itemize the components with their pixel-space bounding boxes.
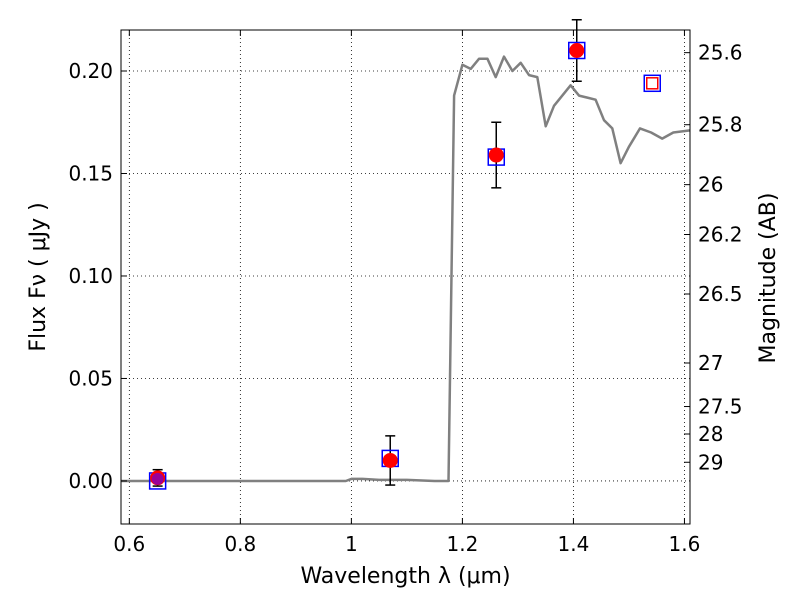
y2-tick-label: 26 bbox=[698, 173, 723, 197]
plot-frame bbox=[120, 29, 691, 525]
y2-tick-label: 27 bbox=[698, 351, 723, 375]
y-tick-label: 0.15 bbox=[68, 161, 113, 185]
x-tick-label: 1 bbox=[345, 532, 358, 556]
x-tick-label: 0.6 bbox=[113, 532, 145, 556]
model-photometry-square bbox=[643, 74, 662, 93]
x-tick-label: 0.8 bbox=[224, 532, 256, 556]
x-tick-label: 1.6 bbox=[669, 532, 701, 556]
y-axis-label: Flux Fν ( μJy ) bbox=[26, 202, 51, 351]
y2-axis-label: Magnitude (AB) bbox=[756, 193, 781, 364]
model-spectrum bbox=[121, 55, 691, 483]
grid bbox=[121, 30, 690, 524]
model-photometry-square bbox=[568, 41, 586, 60]
y-tick-label: 0.10 bbox=[68, 264, 113, 288]
x-tick-label: 1.4 bbox=[558, 532, 590, 556]
observed-point bbox=[569, 42, 585, 58]
observed-point bbox=[488, 147, 504, 163]
y-tick-label: 0.05 bbox=[68, 366, 113, 390]
y2-tick-label: 26.5 bbox=[698, 282, 743, 306]
spectrum-line bbox=[121, 55, 691, 483]
data-points bbox=[148, 19, 662, 490]
upper-limit-marker bbox=[646, 77, 659, 90]
y2-tick-label: 26.2 bbox=[698, 223, 743, 247]
y2-tick-label: 29 bbox=[698, 450, 723, 474]
y2-tick-label: 27.5 bbox=[698, 395, 743, 419]
observed-point bbox=[382, 452, 398, 468]
y2-tick-label: 25.8 bbox=[698, 113, 743, 137]
y-tick-label: 0.00 bbox=[68, 469, 113, 493]
magenta-point bbox=[151, 472, 164, 485]
x-axis-label: Wavelength λ (μm) bbox=[300, 564, 510, 589]
y2-tick-label: 25.6 bbox=[698, 41, 743, 65]
x-tick-label: 1.2 bbox=[446, 532, 478, 556]
y-tick-label: 0.20 bbox=[68, 59, 113, 83]
y2-tick-label: 28 bbox=[698, 422, 723, 446]
axis-ticks: 0.6 0.8 1 1.2 1.4 1.6 0.00 0.05 0.10 0.15 0.20 25.6… bbox=[68, 30, 743, 556]
